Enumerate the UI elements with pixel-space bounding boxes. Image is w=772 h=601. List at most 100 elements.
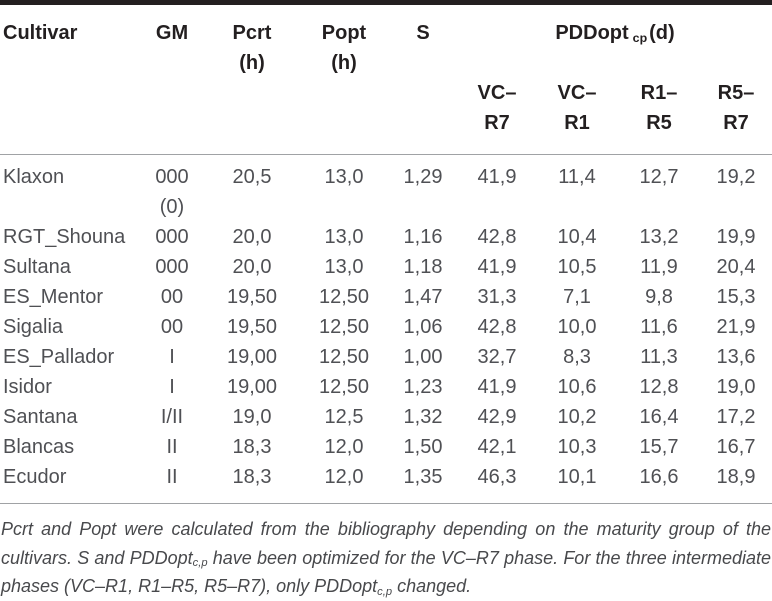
footnote-subscript: c,p — [377, 585, 393, 598]
cell-pddopt-r5-r7: 18,9 — [716, 466, 756, 488]
col-header-phase-r5-r7: R5– R7 — [700, 78, 772, 155]
cell-s: 1,00 — [403, 346, 443, 368]
footnote-subscript: c,p — [192, 557, 208, 570]
table-footnote: Pcrt and Popt were calculated from the b… — [0, 515, 772, 601]
cell-gm: 00 — [160, 316, 184, 338]
cell-pddopt-vc-r1: 10,0 — [557, 316, 597, 338]
cell-pddopt-vc-r1: 10,3 — [557, 436, 597, 458]
cell-pddopt-r5-r7: 19,2 — [716, 166, 756, 188]
cell-pddopt-vc-r1: 8,3 — [563, 346, 591, 368]
cell-cultivar: ES_Pallador — [3, 346, 115, 368]
cell-cultivar: Santana — [3, 406, 78, 428]
col-header-popt: Popt (h) — [300, 5, 388, 155]
cell-pddopt-r1-r5: 11,6 — [640, 316, 678, 338]
cell-pddopt-vc-r1: 10,2 — [557, 406, 597, 428]
cell-pddopt-vc-r7: 41,9 — [477, 376, 517, 398]
cell-popt: 12,0 — [324, 436, 364, 458]
table-row: Klaxon 000 (0) 20,5 13,0 1,29 41,9 11,4 … — [0, 155, 772, 223]
cell-pcrt: 19,00 — [226, 346, 278, 368]
phase-label-line1: VC– — [477, 82, 517, 104]
cell-gm: 000 (0) — [155, 166, 189, 218]
pddopt-unit: (d) — [649, 22, 675, 44]
cell-cultivar: Sigalia — [3, 316, 64, 338]
cell-s: 1,23 — [403, 376, 443, 398]
table-header-main-row: Cultivar GM Pcrt (h) Popt (h) S PDDopt cp… — [0, 5, 772, 78]
cultivar-parameters-table: Cultivar GM Pcrt (h) Popt (h) S PDDopt cp… — [0, 5, 772, 504]
cell-pddopt-vc-r1: 10,1 — [557, 466, 597, 488]
cell-gm: 000 — [155, 226, 189, 248]
cell-s: 1,47 — [403, 286, 443, 308]
cell-pcrt: 18,3 — [232, 466, 272, 488]
pddopt-label: PDDopt — [555, 22, 629, 44]
cell-gm: 00 — [160, 286, 184, 308]
cell-pddopt-vc-r7: 42,8 — [477, 226, 517, 248]
phase-label-line1: R5– — [717, 82, 755, 104]
phase-label-line2: R7 — [484, 112, 510, 134]
col-header-cultivar: Cultivar — [3, 22, 78, 44]
cell-pddopt-vc-r7: 31,3 — [477, 286, 517, 308]
table-row: ES_Mentor 00 19,50 12,50 1,47 31,3 7,1 9… — [0, 282, 772, 312]
cell-cultivar: Blancas — [3, 436, 75, 458]
cell-pcrt: 19,0 — [232, 406, 272, 428]
cell-cultivar: Klaxon — [3, 166, 65, 188]
cell-pddopt-r5-r7: 13,6 — [716, 346, 756, 368]
table-row: Isidor I 19,00 12,50 1,23 41,9 10,6 12,8… — [0, 372, 772, 402]
cell-pddopt-r5-r7: 20,4 — [716, 256, 756, 278]
col-header-gm: GM — [155, 22, 189, 44]
cell-s: 1,35 — [403, 466, 443, 488]
cell-pddopt-vc-r1: 10,6 — [557, 376, 597, 398]
phase-label-line2: R5 — [646, 112, 672, 134]
cell-popt: 12,50 — [318, 286, 370, 308]
cell-s: 1,32 — [403, 406, 443, 428]
cell-cultivar: ES_Mentor — [3, 286, 104, 308]
col-header-pcrt: Pcrt (h) — [204, 5, 300, 155]
phase-label-line2: R7 — [723, 112, 749, 134]
table-body: Klaxon 000 (0) 20,5 13,0 1,29 41,9 11,4 … — [0, 155, 772, 504]
cell-s: 1,18 — [403, 256, 443, 278]
cell-pddopt-r1-r5: 16,4 — [639, 406, 679, 428]
popt-unit: (h) — [331, 52, 357, 74]
cell-pddopt-r5-r7: 17,2 — [716, 406, 756, 428]
cell-popt: 12,50 — [318, 346, 370, 368]
cell-s: 1,50 — [403, 436, 443, 458]
cell-pddopt-vc-r7: 41,9 — [477, 166, 517, 188]
cell-cultivar: Ecudor — [3, 466, 67, 488]
cell-gm: 000 — [155, 256, 189, 278]
cell-pcrt: 18,3 — [232, 436, 272, 458]
cell-pddopt-vc-r1: 11,4 — [558, 166, 596, 188]
cell-popt: 12,50 — [318, 316, 370, 338]
cell-gm: I — [169, 346, 175, 368]
cell-s: 1,29 — [403, 166, 443, 188]
phase-label-line1: R1– — [640, 82, 678, 104]
cell-pddopt-vc-r7: 32,7 — [477, 346, 517, 368]
pcrt-unit: (h) — [239, 52, 265, 74]
table-row: ES_Pallador I 19,00 12,50 1,00 32,7 8,3 … — [0, 342, 772, 372]
cell-pddopt-r5-r7: 21,9 — [716, 316, 756, 338]
cell-popt: 13,0 — [324, 226, 364, 248]
cell-pddopt-r1-r5: 12,7 — [639, 166, 679, 188]
cell-pddopt-r5-r7: 19,0 — [716, 376, 756, 398]
cell-cultivar: RGT_Shouna — [3, 226, 126, 248]
cell-pddopt-vc-r7: 46,3 — [477, 466, 517, 488]
cell-pddopt-r5-r7: 16,7 — [716, 436, 756, 458]
cell-popt: 13,0 — [324, 256, 364, 278]
cell-pddopt-r1-r5: 11,3 — [640, 346, 678, 368]
cell-pddopt-r1-r5: 11,9 — [640, 256, 678, 278]
cell-gm: I — [169, 376, 175, 398]
cell-s: 1,06 — [403, 316, 443, 338]
cell-cultivar: Isidor — [3, 376, 52, 398]
table-row: Sigalia 00 19,50 12,50 1,06 42,8 10,0 11… — [0, 312, 772, 342]
col-header-phase-vc-r1: VC– R1 — [536, 78, 618, 155]
cell-pcrt: 19,00 — [226, 376, 278, 398]
cell-pddopt-r5-r7: 19,9 — [716, 226, 756, 248]
pcrt-label: Pcrt — [232, 22, 272, 44]
table-row: RGT_Shouna 000 20,0 13,0 1,16 42,8 10,4 … — [0, 222, 772, 252]
cell-gm: I/II — [160, 406, 184, 428]
col-header-pddopt: PDDopt cp (d) — [458, 5, 772, 78]
table-top-rule — [0, 0, 772, 5]
cell-cultivar: Sultana — [3, 256, 71, 278]
cell-pddopt-vc-r1: 10,5 — [557, 256, 597, 278]
cell-pddopt-r5-r7: 15,3 — [716, 286, 756, 308]
footnote-text: Pcrt and Popt were calculated from the b… — [1, 519, 771, 568]
